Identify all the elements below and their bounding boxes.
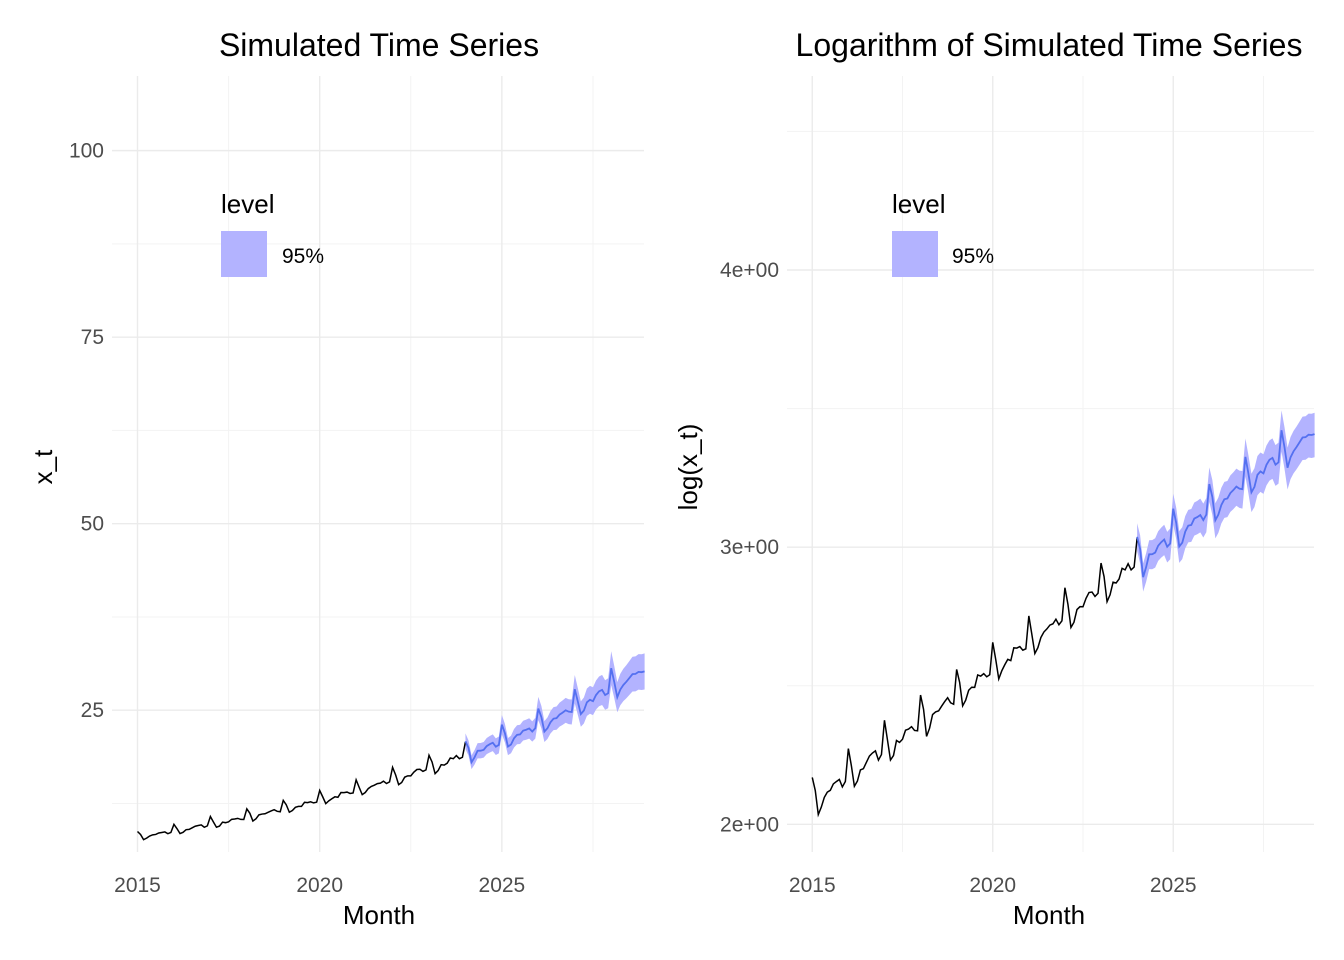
x-axis-title: Month <box>1013 900 1085 930</box>
y-tick-label: 75 <box>81 326 104 349</box>
y-tick-labels: 2e+00 3e+00 4e+00 <box>720 259 779 836</box>
y-tick-label: 100 <box>69 140 104 163</box>
x-tick-labels: 2015 2020 2025 <box>114 874 525 897</box>
legend-swatch <box>892 231 938 277</box>
forecast-line <box>1136 430 1315 578</box>
legend-label: 95% <box>282 245 324 268</box>
confidence-band <box>1137 410 1315 592</box>
history-line <box>811 537 1138 818</box>
legend: level 95% <box>221 189 324 277</box>
x-axis-title: Month <box>343 900 415 930</box>
x-tick-label: 2020 <box>296 874 343 897</box>
x-tick-label: 2025 <box>1150 874 1197 897</box>
chart-title: Simulated Time Series <box>219 27 539 63</box>
legend-label: 95% <box>952 245 994 268</box>
x-tick-label: 2015 <box>789 874 836 897</box>
panel-simulated-time-series: Simulated Time Series 25 50 75 100 2015 2020… <box>28 27 645 930</box>
y-tick-label: 2e+00 <box>720 813 779 836</box>
forecast-line <box>464 668 645 765</box>
gridlines <box>112 76 644 852</box>
y-tick-label: 50 <box>81 513 104 536</box>
x-tick-label: 2020 <box>969 874 1016 897</box>
x-tick-label: 2015 <box>114 874 161 897</box>
panel-log-simulated-time-series: Logarithm of Simulated Time Series 2e+00… <box>673 27 1315 930</box>
y-tick-label: 4e+00 <box>720 259 779 282</box>
y-tick-label: 3e+00 <box>720 536 779 559</box>
y-tick-label: 25 <box>81 699 104 722</box>
legend-swatch <box>221 231 267 277</box>
legend-title: level <box>892 189 945 219</box>
confidence-band-area <box>465 651 645 770</box>
chart-title: Logarithm of Simulated Time Series <box>796 27 1303 63</box>
y-axis-title: x_t <box>28 449 58 484</box>
y-tick-labels: 25 50 75 100 <box>69 140 104 723</box>
x-tick-labels: 2015 2020 2025 <box>789 874 1197 897</box>
legend-title: level <box>221 189 274 219</box>
x-tick-label: 2025 <box>479 874 526 897</box>
legend: level 95% <box>892 189 994 277</box>
gridlines <box>787 76 1314 852</box>
series-lines <box>811 430 1315 818</box>
y-axis-title: log(x_t) <box>673 424 703 511</box>
confidence-band-area <box>1137 410 1315 592</box>
series-lines <box>136 668 645 841</box>
confidence-band <box>465 651 645 770</box>
history-line <box>136 741 467 841</box>
